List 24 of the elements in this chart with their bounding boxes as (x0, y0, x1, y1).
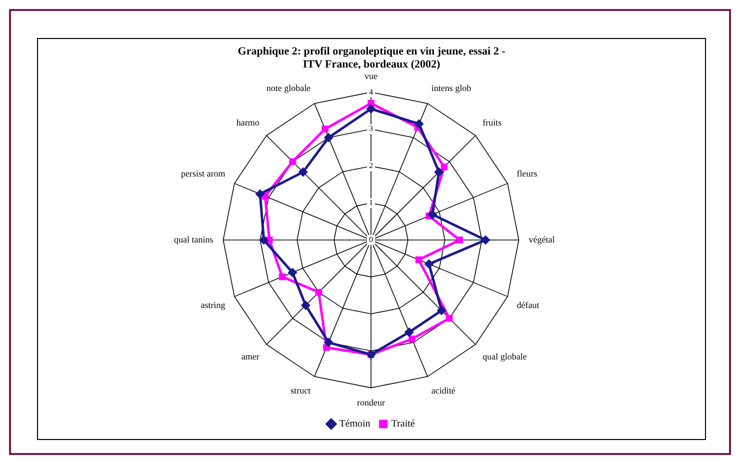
chart-title: Graphique 2: profil organoleptique en vin jeune, essai 2 - ITV France, bordeaux (2002) (238, 45, 506, 71)
y-tick-label: 0 (369, 235, 373, 244)
spoke-label: qual tanins (174, 234, 214, 244)
y-tick-label: 2 (369, 161, 373, 170)
spoke-label: harmo (236, 117, 260, 128)
legend-label: Témoin (339, 418, 370, 430)
spoke-label: intens glob (431, 83, 472, 94)
spoke-label: défaut (516, 300, 540, 310)
y-tick-label: 4 (369, 87, 373, 96)
spoke-label: persist arom (180, 168, 226, 179)
spoke-label: vue (364, 71, 378, 82)
spoke-label: note globale (266, 83, 311, 94)
legend-label: Traité (391, 418, 416, 430)
spoke-label: végétal (528, 234, 556, 244)
y-tick-label: 3 (369, 124, 373, 134)
spoke-label: acidité (431, 386, 456, 396)
spoke-label: qual globale (482, 351, 527, 362)
spoke-label: astring (200, 300, 226, 310)
spoke-label: struct (290, 386, 312, 396)
spoke-label: amer (241, 351, 260, 362)
spoke-label: fleurs (516, 168, 538, 179)
spoke-label: rondeur (357, 398, 385, 408)
y-tick-label: 1 (369, 198, 373, 208)
spoke-label: fruits (482, 117, 502, 128)
